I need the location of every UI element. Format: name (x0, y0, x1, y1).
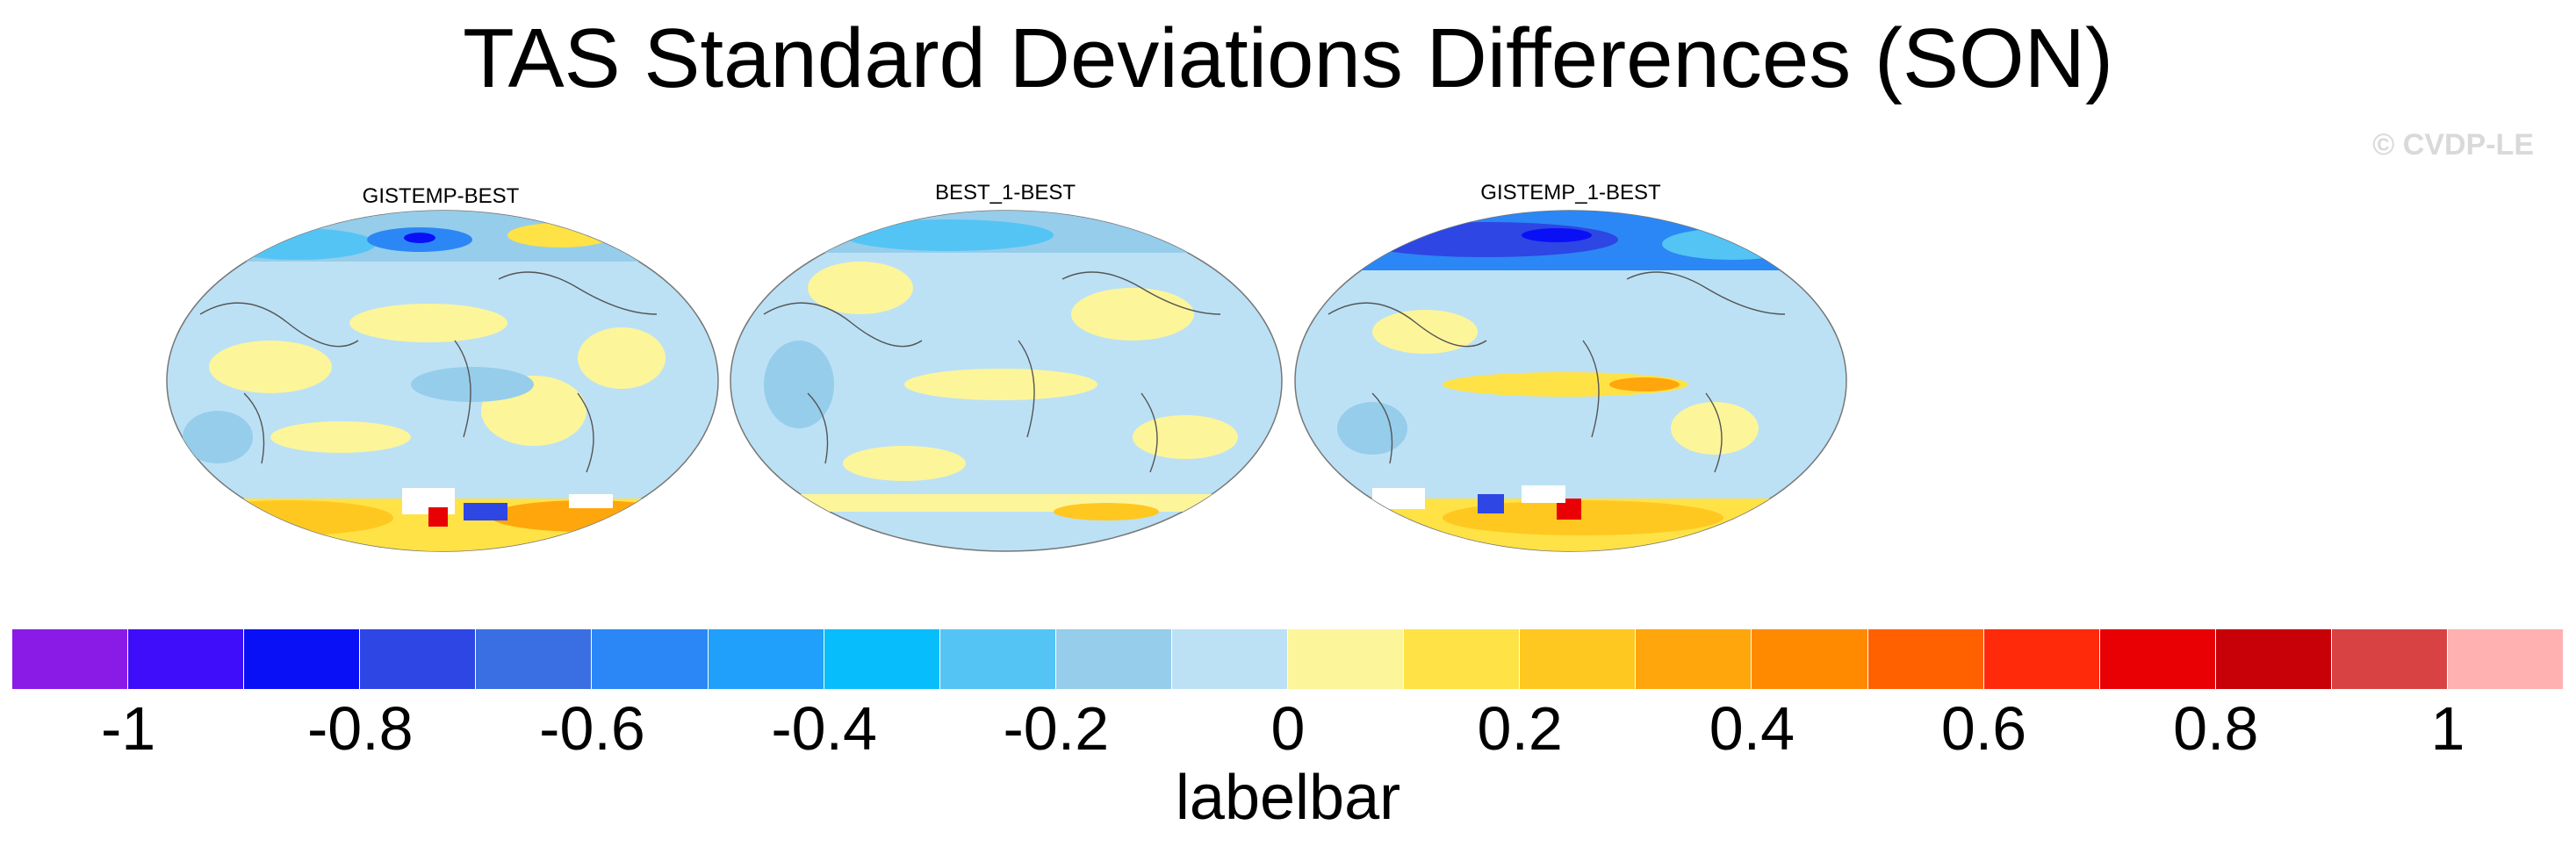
colorbar-tick-label: -0.6 (539, 694, 645, 763)
colorbar-cell (1867, 629, 1984, 689)
colorbar-cell (2099, 629, 2216, 689)
colorbar-cell (1752, 629, 1868, 689)
colorbar-tick-label: -1 (100, 694, 156, 763)
colorbar-cell (2215, 629, 2332, 689)
colorbar-cell (1055, 629, 1172, 689)
colorbar-tick-label: 0 (1270, 694, 1306, 763)
colorbar-cell (1983, 629, 2100, 689)
colorbar-cell (128, 629, 245, 689)
colorbar-cell (708, 629, 824, 689)
panel-title-2: BEST_1-BEST (934, 181, 1076, 205)
colorbar-tick-label: 1 (2430, 694, 2465, 763)
colorbar-label: labelbar (1175, 763, 1401, 833)
colorbar-cell (2447, 629, 2565, 689)
colorbar-cell (360, 629, 477, 689)
colorbar-tick-label: -0.2 (1003, 694, 1110, 763)
colorbar-cell (1288, 629, 1405, 689)
colorbar-cell (244, 629, 361, 689)
colorbar-cell (476, 629, 593, 689)
colorbar-cell (1636, 629, 1752, 689)
colorbar-tick-label: 0.6 (1940, 694, 2027, 763)
colorbar-ticks: -1 -0.8 -0.6 -0.4 -0.2 0 0.2 0.4 0.6 0.8 1 (12, 693, 2564, 781)
colorbar-tick-label: 0.2 (1477, 694, 1563, 763)
colorbar-cell (592, 629, 709, 689)
map-panel-gistemp1-best (1294, 210, 1847, 552)
colorbar-tick-label: 0.4 (1709, 694, 1795, 763)
colorbar-cell (1404, 629, 1521, 689)
colorbar-cell (12, 629, 129, 689)
map-panel-gistemp-best (166, 210, 719, 552)
map-panel-best1-best (730, 210, 1283, 552)
colorbar-cell (1520, 629, 1637, 689)
colorbar-tick-label: -0.4 (771, 694, 877, 763)
panel-title-1: GISTEMP-BEST (362, 184, 520, 208)
colorbar-tick-label: 0.8 (2173, 694, 2259, 763)
colorbar-cell (1171, 629, 1289, 689)
panel-title-3: GISTEMP_1-BEST (1480, 181, 1661, 205)
colorbar-cell (824, 629, 940, 689)
colorbar-tick-label: -0.8 (306, 694, 414, 763)
credit-watermark: © CVDP-LE (2372, 128, 2534, 161)
chart-title: TAS Standard Deviations Differences (SON… (463, 11, 2113, 105)
colorbar-cell (2331, 629, 2448, 689)
colorbar (12, 629, 2565, 689)
colorbar-cell (939, 629, 1056, 689)
